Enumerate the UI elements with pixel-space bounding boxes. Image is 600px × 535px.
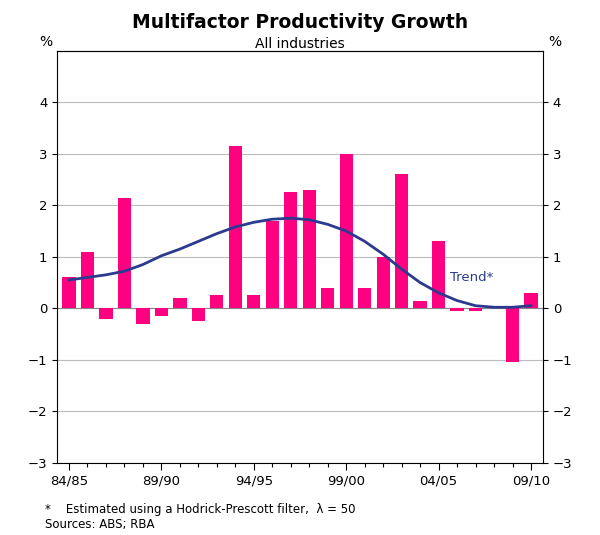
Bar <box>192 308 205 321</box>
Text: Sources: ABS; RBA: Sources: ABS; RBA <box>45 518 155 531</box>
Bar <box>266 221 279 308</box>
Bar <box>173 298 187 308</box>
Bar <box>136 308 149 324</box>
Bar <box>229 146 242 308</box>
Bar <box>451 308 464 311</box>
Bar <box>247 295 260 308</box>
Bar <box>210 295 223 308</box>
Bar <box>81 251 94 308</box>
Bar <box>524 293 538 308</box>
Text: Multifactor Productivity Growth: Multifactor Productivity Growth <box>132 13 468 33</box>
Bar <box>377 257 390 308</box>
Text: *    Estimated using a Hodrick-Prescott filter,  λ = 50: * Estimated using a Hodrick-Prescott fil… <box>45 503 355 516</box>
Text: %: % <box>548 35 561 49</box>
Bar <box>340 154 353 308</box>
Bar <box>358 288 371 308</box>
Bar <box>432 241 445 308</box>
Text: All industries: All industries <box>255 37 345 51</box>
Bar <box>100 308 113 318</box>
Bar <box>413 301 427 308</box>
Bar <box>321 288 334 308</box>
Bar <box>395 174 408 308</box>
Text: %: % <box>39 35 52 49</box>
Bar <box>155 308 168 316</box>
Bar <box>506 308 519 362</box>
Bar <box>62 277 76 308</box>
Bar <box>469 308 482 311</box>
Bar <box>118 197 131 308</box>
Bar <box>302 190 316 308</box>
Bar <box>284 193 298 308</box>
Text: Trend*: Trend* <box>449 271 493 284</box>
Bar <box>487 305 500 308</box>
